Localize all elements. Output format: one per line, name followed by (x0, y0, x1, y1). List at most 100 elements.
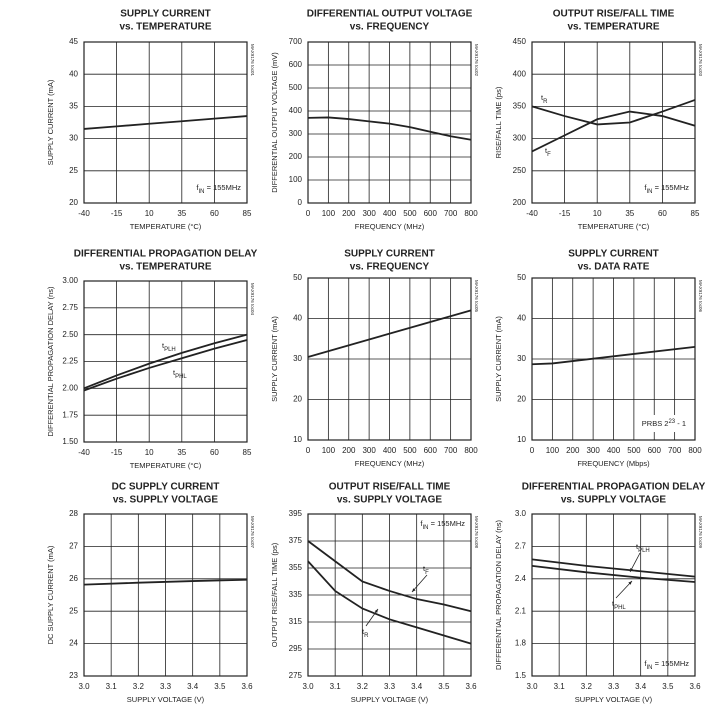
y-axis-label: SUPPLY CURRENT (mA) (494, 316, 503, 402)
x-tick-label: 3.2 (357, 682, 369, 691)
x-tick-label: 10 (593, 209, 602, 218)
annotation-part: IN (199, 189, 205, 195)
x-tick-label: 200 (342, 209, 356, 218)
figure-id: MAX9176 toc02 (474, 44, 479, 77)
x-tick-label: -40 (78, 448, 90, 457)
y-tick-label: 600 (289, 60, 303, 69)
y-tick-label: 30 (69, 134, 78, 143)
x-tick-label: 400 (383, 209, 397, 218)
x-axis-label: TEMPERATURE (°C) (130, 222, 202, 231)
series-label: tR (362, 627, 369, 639)
chart-title: DIFFERENTIAL PROPAGATION DELAY (522, 482, 706, 493)
y-tick-label: 400 (289, 106, 303, 115)
figure-id: MAX9176 toc03 (698, 44, 703, 77)
annotation-part: IN (423, 525, 429, 531)
arrow-head (628, 581, 632, 585)
x-tick-label: 3.2 (581, 682, 593, 691)
y-tick-label: 3.00 (62, 276, 78, 285)
x-tick-label: 3.4 (187, 682, 199, 691)
x-tick-label: 600 (424, 446, 438, 455)
panel: SUPPLY CURRENT vs. DATA RATE FREQUENCY (Mb… (494, 249, 703, 468)
panel: DC SUPPLY CURRENT vs. SUPPLY VOLTAGE SUPPL… (46, 482, 255, 704)
chart-subtitle: vs. TEMPERATURE (567, 22, 659, 33)
x-tick-label: 10 (145, 209, 154, 218)
y-tick-label: 2.50 (62, 330, 78, 339)
x-tick-label: 60 (658, 209, 667, 218)
y-tick-label: 27 (69, 542, 78, 551)
y-axis-label: DIFFERENTIAL PROPAGATION DELAY (ns) (46, 286, 55, 437)
series-label: tPLH (636, 542, 650, 554)
series-label: tR (541, 93, 548, 105)
chart-subtitle: vs. SUPPLY VOLTAGE (561, 495, 667, 506)
annotation: fIN = 155MHz (196, 183, 241, 195)
annotation-part: f (196, 183, 199, 192)
chart-subtitle: vs. TEMPERATURE (119, 262, 211, 273)
x-tick-label: 300 (362, 446, 376, 455)
x-tick-label: 3.6 (465, 682, 477, 691)
x-axis-label: SUPPLY VOLTAGE (V) (575, 695, 653, 704)
panel: OUTPUT RISE/FALL TIME vs. SUPPLY VOLTAGE S… (270, 482, 479, 704)
annotation-part: PRBS 2 (642, 419, 669, 428)
chart-title: DC SUPPLY CURRENT (112, 482, 220, 493)
x-tick-label: 700 (668, 446, 682, 455)
y-tick-label: 300 (289, 129, 303, 138)
panel: OUTPUT RISE/FALL TIME vs. TEMPERATURE TEMP… (494, 9, 703, 231)
panel: DIFFERENTIAL PROPAGATION DELAY vs. SUPPLY… (494, 482, 706, 704)
y-axis-label: SUPPLY CURRENT (mA) (46, 79, 55, 165)
plot-frame (307, 41, 472, 204)
x-tick-label: 35 (177, 448, 186, 457)
y-tick-label: 295 (289, 644, 303, 653)
y-tick-label: 2.25 (62, 357, 78, 366)
series-line (83, 115, 248, 130)
series-line (83, 333, 248, 390)
x-tick-label: 700 (444, 209, 458, 218)
panel: DIFFERENTIAL OUTPUT VOLTAGE vs. FREQUENCY… (270, 9, 479, 231)
series-label: tF (545, 146, 551, 158)
x-tick-label: 3.1 (106, 682, 118, 691)
y-tick-label: 200 (513, 198, 527, 207)
x-tick-label: 35 (177, 209, 186, 218)
y-tick-label: 45 (69, 37, 78, 46)
x-tick-label: 500 (627, 446, 641, 455)
y-tick-label: 10 (293, 435, 302, 444)
x-tick-label: 3.6 (689, 682, 701, 691)
chart-subtitle: vs. SUPPLY VOLTAGE (337, 495, 443, 506)
y-axis-label: DC SUPPLY CURRENT (mA) (46, 545, 55, 644)
chart-subtitle: vs. FREQUENCY (350, 22, 430, 33)
x-axis-label: TEMPERATURE (°C) (578, 222, 650, 231)
plot-frame (307, 513, 472, 677)
y-tick-label: 400 (513, 69, 527, 78)
y-tick-label: 700 (289, 37, 303, 46)
x-tick-label: 600 (648, 446, 662, 455)
panel: SUPPLY CURRENT vs. TEMPERATURE TEMPERATURE… (46, 9, 255, 231)
annotation-part: = 155MHz (653, 659, 690, 668)
y-tick-label: 35 (69, 102, 78, 111)
x-tick-label: 3.0 (78, 682, 90, 691)
figure-id: MAX9176 toc05 (474, 280, 479, 313)
series-line (307, 540, 472, 613)
x-tick-label: 60 (210, 448, 219, 457)
plot-frame (307, 277, 472, 441)
plot-frame (531, 41, 696, 204)
x-axis-label: FREQUENCY (MHz) (355, 222, 425, 231)
chart-title: SUPPLY CURRENT (568, 249, 659, 260)
y-tick-label: 335 (289, 590, 303, 599)
chart-title: OUTPUT RISE/FALL TIME (329, 482, 451, 493)
series-line (531, 345, 696, 366)
y-tick-label: 2.4 (515, 574, 527, 583)
y-tick-label: 500 (289, 83, 303, 92)
x-axis-label: FREQUENCY (Mbps) (577, 459, 650, 468)
y-tick-label: 30 (517, 354, 526, 363)
x-tick-label: 700 (444, 446, 458, 455)
x-tick-label: 500 (403, 446, 417, 455)
x-tick-label: 85 (691, 209, 700, 218)
y-tick-label: 24 (69, 639, 78, 648)
y-axis-label: RISE/FALL TIME (ps) (494, 86, 503, 158)
series-label: tPHL (612, 599, 626, 611)
figure-id: MAX9176 toc04 (250, 283, 255, 316)
x-tick-label: 0 (306, 209, 311, 218)
y-tick-label: 2.1 (515, 606, 527, 615)
x-tick-label: 3.5 (214, 682, 226, 691)
plot-frame (531, 277, 696, 441)
